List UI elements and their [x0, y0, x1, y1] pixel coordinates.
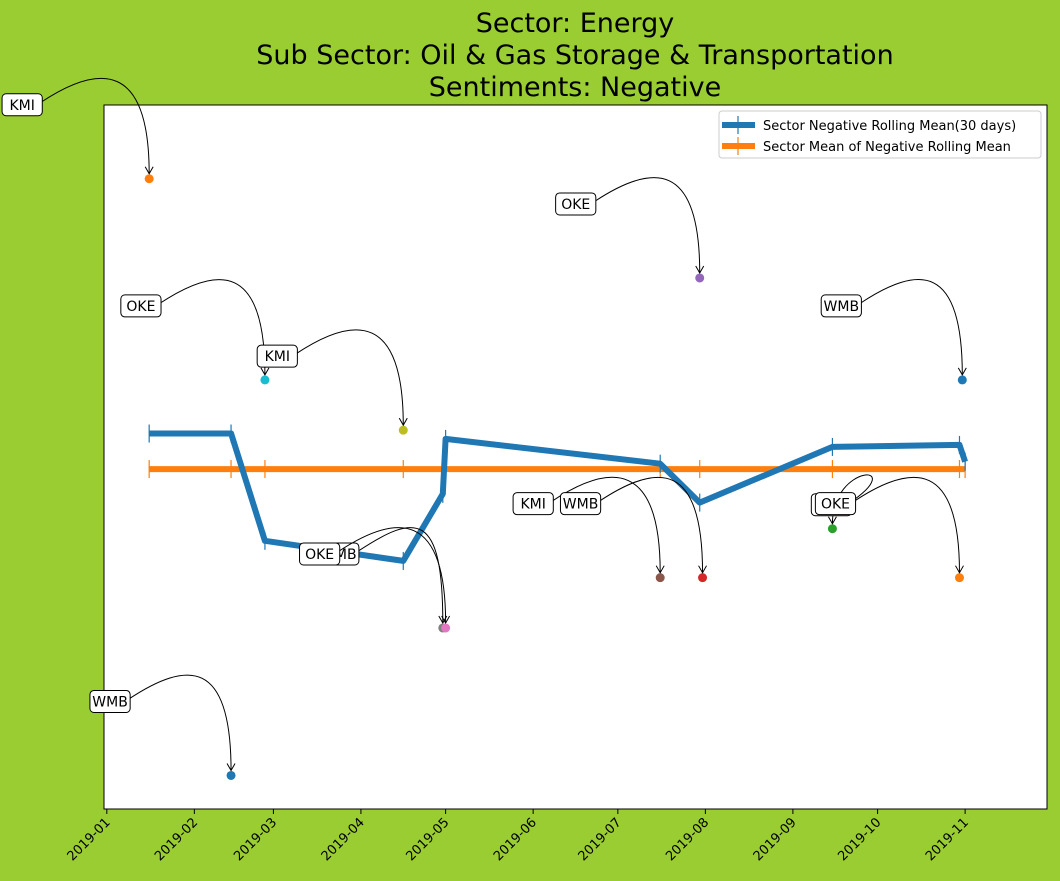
x-tick-label: 2019-10 [835, 815, 884, 864]
legend-label: Sector Mean of Negative Rolling Mean [763, 140, 1011, 155]
annotation-label: OKE [561, 197, 590, 213]
annotation-box [512, 492, 554, 516]
x-tick-label: 2019-01 [65, 815, 114, 864]
data-point [260, 375, 270, 385]
arrow-head [695, 265, 705, 274]
annotation-layer: KMIWMBOKEKMIWMBOKEKMIOKEWMBKMIWMBOKE [1, 77, 967, 772]
annotation-label: OKE [126, 299, 155, 315]
annotation-label: WMB [92, 694, 128, 710]
annotation-box [814, 492, 857, 516]
title-line: Sentiments: Negative [429, 72, 721, 103]
data-point [698, 573, 708, 583]
arrow-head [698, 565, 707, 574]
annotation-label: WMB [563, 497, 599, 513]
title-line: Sector: Energy [476, 8, 675, 39]
x-tick-label: 2019-09 [751, 815, 800, 864]
arrow-head [441, 615, 451, 624]
annotation-box [1, 93, 43, 117]
arrow-head [226, 763, 236, 772]
data-point [144, 174, 154, 184]
annotation-label: KMI [9, 98, 34, 114]
annotation-arrow [127, 674, 232, 771]
series-layer [148, 424, 968, 570]
data-point [827, 524, 837, 534]
annotation-arrow [39, 77, 150, 174]
title-line: Sub Sector: Oil & Gas Storage & Transpor… [256, 40, 893, 71]
x-axis: 2019-01 2019-02 2019-03 2019-04 2019-05 2019-… [65, 809, 972, 864]
data-point [957, 375, 967, 385]
x-tick-label: 2019-06 [491, 815, 540, 864]
annotation-arrow [853, 476, 960, 573]
arrow-head [398, 417, 408, 427]
annotation-box [89, 689, 131, 713]
legend: Sector Negative Rolling Mean(30 days) Sec… [718, 110, 1042, 159]
annotation-label: KMI [265, 349, 290, 365]
x-tick-label: 2019-04 [319, 815, 368, 864]
data-point [695, 273, 705, 283]
data-point [954, 573, 964, 583]
data-point [226, 770, 236, 780]
annotation-arrow [337, 527, 447, 623]
plot-area [103, 104, 1048, 810]
x-tick-label: 2019-11 [923, 815, 972, 864]
annotation-arrow [158, 279, 266, 375]
annotation-arrow [551, 476, 661, 573]
arrow-head [827, 516, 837, 525]
annotation-arrow [598, 476, 704, 573]
points-layer [144, 174, 967, 780]
arrow-head [260, 367, 270, 376]
annotation-arrow [295, 329, 404, 426]
annotation-arrow [356, 527, 444, 623]
legend-label: Sector Negative Rolling Mean(30 days) [763, 119, 1016, 134]
x-tick-label: 2019-05 [403, 815, 452, 864]
annotation-box [120, 294, 162, 318]
data-point [441, 623, 451, 633]
annotation-box [820, 294, 862, 318]
x-tick-label: 2019-02 [152, 815, 201, 864]
arrow-head [955, 565, 964, 574]
annotation-label: OKE [821, 497, 850, 513]
annotation-label: WMB [824, 299, 860, 315]
arrow-head [144, 166, 154, 175]
legend-frame [718, 110, 1042, 159]
annotation-arrow [859, 279, 963, 375]
arrow-head [655, 565, 665, 574]
x-tick-label: 2019-07 [576, 815, 625, 864]
annotation-box [555, 192, 597, 216]
annotation-box [559, 492, 602, 516]
annotation-box [299, 542, 341, 566]
annotation-box [256, 344, 298, 368]
x-tick-label: 2019-03 [231, 815, 280, 864]
arrow-head [957, 367, 967, 376]
x-tick-label: 2019-08 [663, 815, 712, 864]
data-point [655, 573, 665, 583]
annotation-label: KMI [521, 497, 546, 513]
annotation-arrow [593, 177, 701, 273]
data-point [398, 425, 408, 435]
annotation-label: OKE [305, 547, 334, 563]
